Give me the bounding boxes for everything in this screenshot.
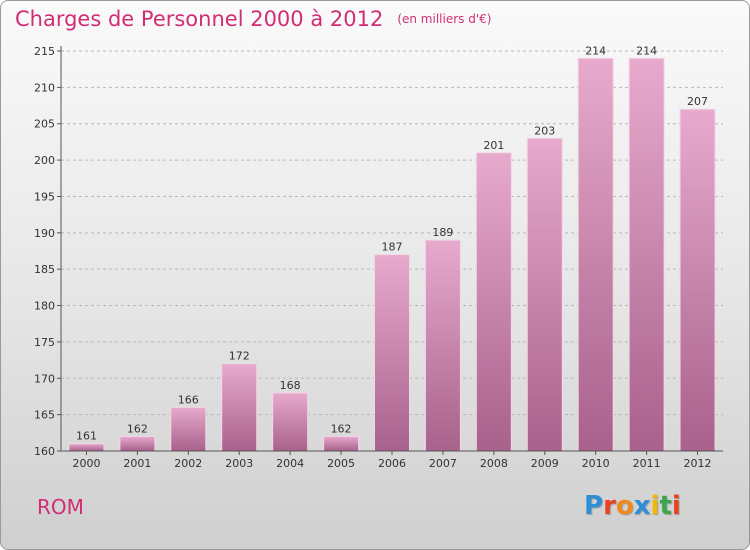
logo-letter: r [603, 491, 616, 521]
data-label: 214 [585, 44, 606, 57]
x-tick-label: 2005 [327, 457, 355, 470]
logo-letter: P [584, 491, 604, 521]
y-tick-label: 185 [34, 263, 55, 276]
data-label: 201 [483, 139, 504, 152]
y-tick-label: 180 [34, 300, 55, 313]
title-area: Charges de Personnel 2000 à 2012 (en mill… [15, 7, 491, 31]
chart-subtitle: (en milliers d'€) [397, 12, 492, 26]
bar [170, 406, 207, 452]
x-tick-label: 2008 [480, 457, 508, 470]
x-tick-label: 2001 [123, 457, 151, 470]
logo-letter: o [615, 491, 634, 521]
data-label: 207 [687, 95, 708, 108]
x-tick-label: 2010 [582, 457, 610, 470]
y-tick-label: 160 [34, 445, 55, 458]
x-tick-label: 2011 [633, 457, 661, 470]
data-label: 162 [127, 422, 148, 435]
x-tick-label: 2007 [429, 457, 457, 470]
bar [577, 57, 614, 452]
proxiti-logo: Proxiti [584, 491, 681, 521]
y-tick-label: 195 [34, 190, 55, 203]
logo-letter: i [650, 491, 660, 521]
data-label: 214 [636, 44, 657, 57]
x-tick-label: 2004 [276, 457, 304, 470]
labels: 160 165 170 175 180 185 190 195 200 205 210 215 161 2… [34, 44, 712, 470]
logo-letter: x [633, 491, 651, 521]
data-label: 187 [382, 241, 403, 254]
bar [424, 239, 461, 452]
data-label: 203 [534, 124, 555, 137]
x-tick-label: 2003 [225, 457, 253, 470]
commune-name: ROM [37, 495, 84, 519]
bar [119, 435, 156, 452]
data-label: 168 [280, 379, 301, 392]
y-tick-label: 210 [34, 81, 55, 94]
data-label: 172 [229, 350, 250, 363]
data-label: 189 [432, 226, 453, 239]
data-label: 166 [178, 393, 199, 406]
x-tick-label: 2000 [72, 457, 100, 470]
y-tick-label: 215 [34, 45, 55, 58]
logo-letter: i [671, 491, 681, 521]
x-tick-label: 2009 [531, 457, 559, 470]
bar [221, 363, 258, 452]
bar [68, 443, 105, 452]
bar [628, 57, 665, 452]
axes [57, 46, 723, 455]
y-tick-label: 190 [34, 227, 55, 240]
x-tick-label: 2002 [174, 457, 202, 470]
bar [526, 137, 563, 452]
x-tick-label: 2006 [378, 457, 406, 470]
data-label: 162 [331, 422, 352, 435]
bar [679, 108, 716, 452]
data-label: 161 [76, 430, 97, 443]
chart-title: Charges de Personnel 2000 à 2012 [15, 7, 384, 31]
y-tick-label: 175 [34, 336, 55, 349]
bar [475, 152, 512, 452]
bars [68, 57, 716, 452]
y-tick-label: 165 [34, 409, 55, 422]
bar [374, 254, 410, 452]
y-tick-label: 200 [34, 154, 55, 167]
y-tick-label: 170 [34, 372, 55, 385]
x-tick-label: 2012 [684, 457, 712, 470]
y-tick-label: 205 [34, 118, 55, 131]
bar [323, 435, 360, 452]
bar [272, 392, 309, 452]
logo-letter: t [659, 491, 672, 521]
